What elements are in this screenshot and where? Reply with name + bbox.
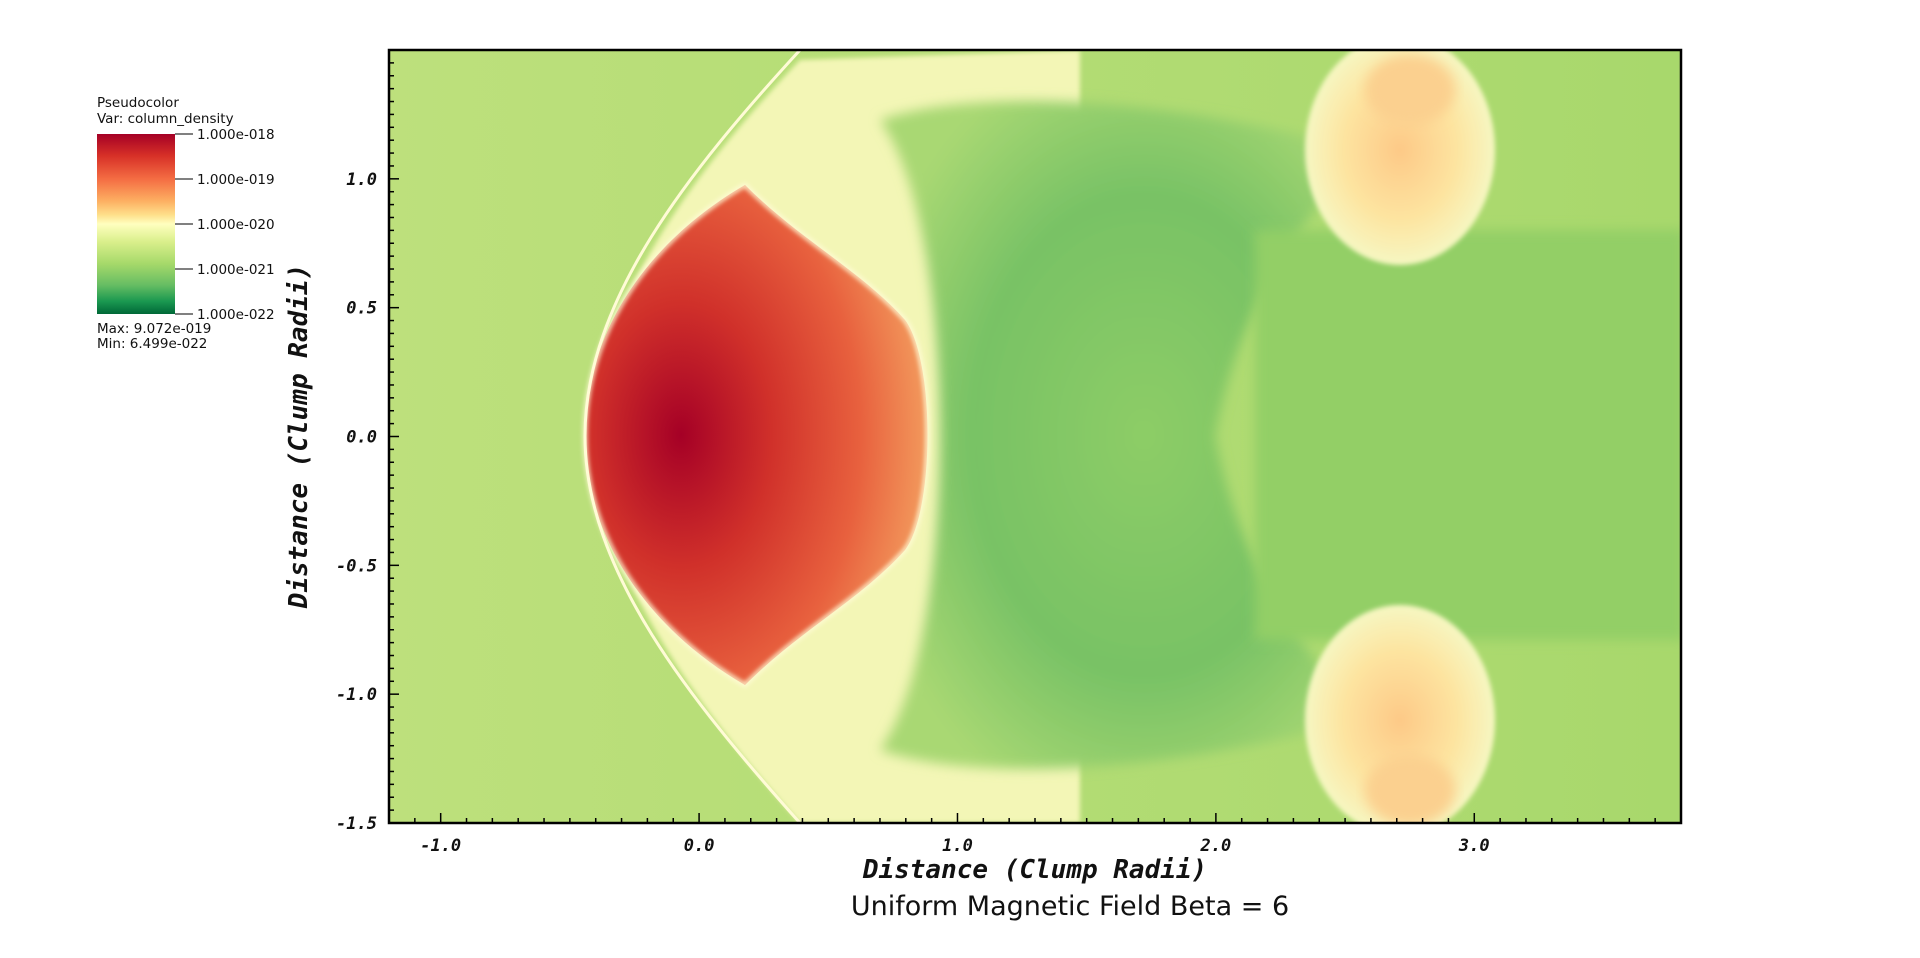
y-axis-title: Distance (Clump Radii): [284, 264, 314, 609]
x-tick-label: 1.0: [942, 836, 973, 856]
x-tick-label: -1.0: [420, 836, 461, 856]
legend-type-label: Pseudocolor: [97, 95, 179, 111]
legend-var-label: Var: column_density: [97, 111, 234, 127]
y-tick-label: 1.0: [346, 170, 377, 190]
heatmap-field: [389, 50, 1681, 823]
x-axis: -1.0 0.0 1.0 2.0 3.0: [388, 813, 1682, 856]
colorbar: [97, 134, 175, 314]
y-axis: -1.5 -1.0 -0.5 0.0 0.5 1.0: [336, 49, 399, 834]
plot-title: Uniform Magnetic Field Beta = 6: [851, 891, 1289, 922]
y-tick-label: 0.0: [346, 428, 377, 448]
colorbar-tick-label: 1.000e-018: [197, 127, 275, 143]
legend-min-label: Min: 6.499e-022: [97, 336, 207, 352]
x-tick-label: 2.0: [1200, 836, 1232, 856]
colorbar-tick-label: 1.000e-020: [197, 217, 275, 233]
x-tick-label: 3.0: [1458, 836, 1490, 856]
colorbar-ticks: 1.000e-018 1.000e-019 1.000e-020 1.000e-021…: [175, 127, 275, 323]
y-tick-label: -1.5: [336, 814, 377, 834]
y-tick-label: 0.5: [346, 299, 377, 319]
colorbar-tick-label: 1.000e-019: [197, 172, 275, 188]
x-axis-title: Distance (Clump Radii): [862, 855, 1207, 885]
colorbar-tick-label: 1.000e-022: [197, 307, 275, 323]
legend-max-label: Max: 9.072e-019: [97, 321, 211, 337]
y-tick-label: -0.5: [336, 556, 377, 576]
y-tick-label: -1.0: [336, 685, 377, 705]
colorbar-legend: Pseudocolor Var: column_density 1.000e-0…: [97, 95, 275, 352]
x-tick-label: 0.0: [684, 836, 715, 856]
colorbar-tick-label: 1.000e-021: [197, 262, 275, 278]
